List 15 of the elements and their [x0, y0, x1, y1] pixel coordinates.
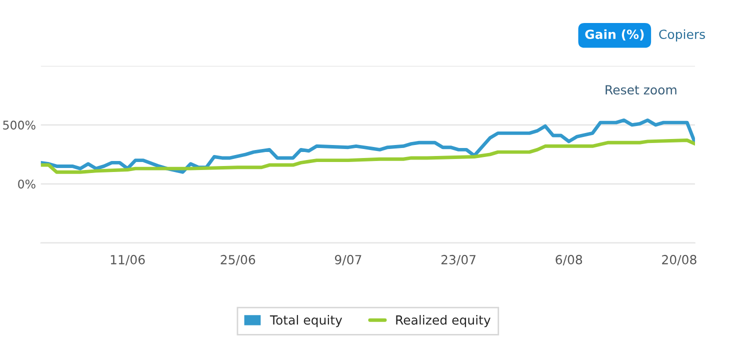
x-tick-label: 25/06: [220, 254, 256, 266]
line-series: [40, 118, 695, 174]
legend-label: Realized equity: [396, 315, 490, 328]
annotation: Reset zoom: [606, 85, 676, 95]
x-tick-label: 20/08: [662, 254, 696, 266]
y-tick-label: 500%: [3, 120, 36, 130]
y-tick-label: 0%: [18, 180, 36, 189]
text: Gain (%): [585, 29, 644, 40]
legend-label: Total equity: [270, 315, 342, 328]
x-tick-label: 6/08: [556, 254, 582, 266]
text: Copiers: [659, 29, 705, 42]
x-tick-label: 9/07: [334, 254, 362, 266]
x-tick-label: 23/07: [441, 254, 476, 266]
x-tick-label: 11/06: [110, 254, 145, 266]
line-series: [40, 138, 695, 174]
